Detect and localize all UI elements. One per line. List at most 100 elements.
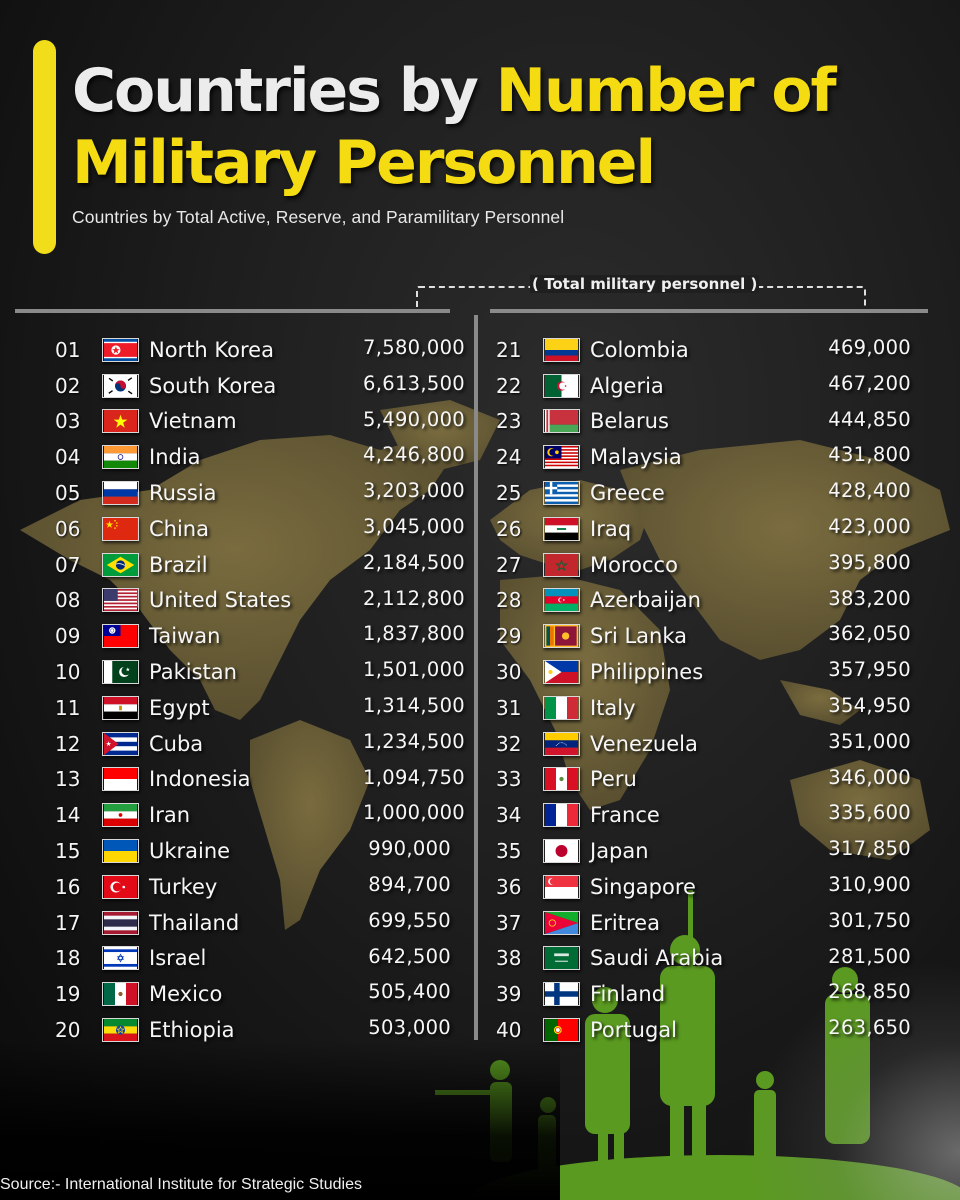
table-row: 30 Philippines 357,950: [496, 654, 911, 690]
table-row: 29 Sri Lanka 362,050: [496, 618, 911, 654]
table-row: 40 Portugal 263,650: [496, 1012, 911, 1048]
table-row: 36 Singapore 310,900: [496, 869, 911, 905]
greece-flag-icon: [543, 481, 580, 506]
personnel-value: 354,950: [828, 693, 911, 717]
country-name: Indonesia: [149, 767, 251, 792]
country-name: Thailand: [149, 910, 240, 935]
italy-flag-icon: [543, 695, 580, 720]
country-name: Pakistan: [149, 660, 237, 685]
rank: 32: [496, 731, 522, 756]
taiwan-flag-icon: [102, 624, 139, 649]
personnel-value: 503,000: [368, 1016, 451, 1040]
country-name: North Korea: [149, 337, 274, 362]
table-row: 23 Belarus 444,850: [496, 404, 911, 440]
table-row: 39 Finland 268,850: [496, 976, 911, 1012]
personnel-value: 1,837,800: [363, 622, 465, 646]
personnel-value: 2,112,800: [363, 586, 465, 610]
rank: 16: [55, 874, 81, 899]
personnel-value: 383,200: [828, 586, 911, 610]
table-row: 35 Japan 317,850: [496, 833, 911, 869]
country-name: Azerbaijan: [590, 588, 701, 613]
divider-vertical: [474, 315, 478, 1040]
personnel-value: 7,580,000: [363, 336, 465, 359]
rank: 04: [55, 445, 81, 470]
finland-flag-icon: [543, 982, 580, 1007]
table-row: 17 Thailand 699,550: [55, 905, 465, 941]
country-name: Taiwan: [149, 624, 221, 649]
table-row: 19 Mexico 505,400: [55, 976, 465, 1012]
personnel-value: 1,501,000: [363, 658, 465, 682]
rank: 19: [55, 982, 81, 1007]
personnel-value: 423,000: [828, 514, 911, 538]
country-name: Colombia: [590, 337, 689, 362]
personnel-value: 3,203,000: [363, 479, 465, 503]
iran-flag-icon: [102, 803, 139, 828]
column-label: ( Total military personnel ): [530, 275, 760, 293]
table-row: 18 Israel 642,500: [55, 941, 465, 977]
rank: 11: [55, 695, 81, 720]
france-flag-icon: [543, 803, 580, 828]
table-row: 26 Iraq 423,000: [496, 511, 911, 547]
rank: 17: [55, 910, 81, 935]
rank: 33: [496, 767, 522, 792]
bottom-fade: [0, 1040, 560, 1200]
personnel-value: 4,246,800: [363, 443, 465, 467]
fog-overlay: [740, 960, 960, 1200]
rank: 02: [55, 373, 81, 398]
table-row: 13 Indonesia 1,094,750: [55, 762, 465, 798]
personnel-value: 395,800: [828, 550, 911, 574]
country-name: Iran: [149, 803, 191, 828]
title-white-part: Countries by: [72, 56, 496, 126]
north-korea-flag-icon: [102, 337, 139, 362]
country-name: India: [149, 445, 201, 470]
rank: 34: [496, 803, 522, 828]
country-name: Sri Lanka: [590, 624, 688, 649]
personnel-value: 3,045,000: [363, 514, 465, 538]
table-row: 15 Ukraine 990,000: [55, 833, 465, 869]
table-row: 04 India 4,246,800: [55, 439, 465, 475]
country-name: Saudi Arabia: [590, 946, 724, 971]
country-name: China: [149, 516, 209, 541]
table-row: 02 South Korea 6,613,500: [55, 368, 465, 404]
table-row: 14 Iran 1,000,000: [55, 797, 465, 833]
ranking-list-right: 21 Colombia 469,000 22 Algeria 467,200 2…: [496, 332, 911, 1048]
personnel-value: 357,950: [828, 658, 911, 682]
country-name: Peru: [590, 767, 637, 792]
country-name: Israel: [149, 946, 207, 971]
table-row: 16 Turkey 894,700: [55, 869, 465, 905]
indonesia-flag-icon: [102, 767, 139, 792]
rank: 22: [496, 373, 522, 398]
peru-flag-icon: [543, 767, 580, 792]
sri-lanka-flag-icon: [543, 624, 580, 649]
table-row: 05 Russia 3,203,000: [55, 475, 465, 511]
table-row: 08 United States 2,112,800: [55, 583, 465, 619]
israel-flag-icon: [102, 946, 139, 971]
personnel-value: 301,750: [828, 908, 911, 932]
rank: 15: [55, 839, 81, 864]
algeria-flag-icon: [543, 373, 580, 398]
table-row: 20 Ethiopia 503,000: [55, 1012, 465, 1048]
table-row: 38 Saudi Arabia 281,500: [496, 941, 911, 977]
country-name: Egypt: [149, 695, 210, 720]
rank: 14: [55, 803, 81, 828]
personnel-value: 505,400: [368, 980, 451, 1004]
rank: 37: [496, 910, 522, 935]
rank: 25: [496, 481, 522, 506]
rank: 03: [55, 409, 81, 434]
india-flag-icon: [102, 445, 139, 470]
saudi-arabia-flag-icon: [543, 946, 580, 971]
south-korea-flag-icon: [102, 373, 139, 398]
rank: 36: [496, 874, 522, 899]
table-row: 28 Azerbaijan 383,200: [496, 583, 911, 619]
country-name: Cuba: [149, 731, 204, 756]
personnel-value: 469,000: [828, 336, 911, 359]
country-name: Algeria: [590, 373, 664, 398]
belarus-flag-icon: [543, 409, 580, 434]
table-row: 01 North Korea 7,580,000: [55, 332, 465, 368]
country-name: Iraq: [590, 516, 632, 541]
rank: 05: [55, 481, 81, 506]
country-name: Portugal: [590, 1018, 677, 1043]
personnel-value: 263,650: [828, 1016, 911, 1040]
table-row: 03 Vietnam 5,490,000: [55, 404, 465, 440]
personnel-value: 362,050: [828, 622, 911, 646]
